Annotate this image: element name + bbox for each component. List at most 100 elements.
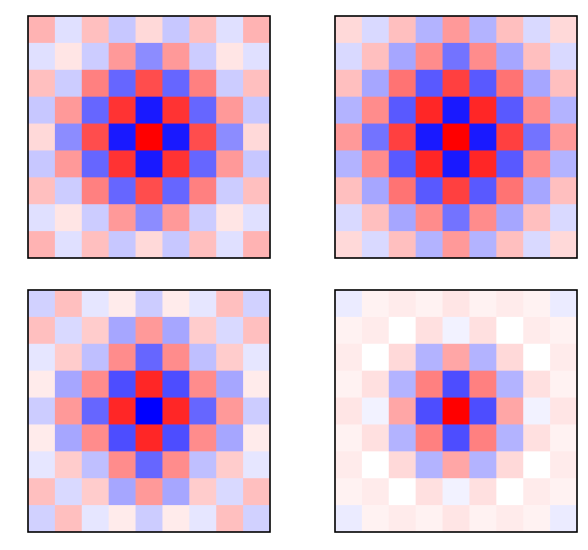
heatmap-cell-r3-c0	[335, 371, 362, 398]
heatmap-cell-r1-c5	[162, 317, 189, 344]
heatmap-cell-r2-c0	[28, 344, 55, 371]
heatmap-cell-r2-c3	[109, 70, 136, 97]
heatmap-cell-r7-c6	[189, 204, 216, 231]
heatmap-cell-r1-c1	[55, 317, 82, 344]
heatmap-cell-r8-c8	[243, 505, 270, 532]
heatmap-cell-r8-c7	[216, 231, 243, 258]
heatmap-cell-r2-c6	[189, 344, 216, 371]
heatmap-cell-r4-c5	[162, 398, 189, 425]
heatmap-cell-r2-c8	[550, 70, 577, 97]
heatmap-cell-r5-c8	[243, 424, 270, 451]
heatmap-cell-r4-c1	[362, 398, 389, 425]
heatmap-cell-r1-c4	[443, 317, 470, 344]
heatmap-cell-r5-c4	[443, 424, 470, 451]
heatmap-cell-r4-c2	[389, 398, 416, 425]
heatmap-cell-r6-c1	[55, 177, 82, 204]
heatmap-cell-r4-c6	[496, 398, 523, 425]
heatmap-cell-r5-c0	[335, 424, 362, 451]
heatmap-cell-r5-c5	[469, 424, 496, 451]
heatmap-cell-r6-c0	[335, 177, 362, 204]
heatmap-cell-r3-c2	[389, 371, 416, 398]
heatmap-cell-r1-c8	[243, 43, 270, 70]
heatmap-cell-r8-c4	[136, 231, 163, 258]
heatmap-cell-r6-c6	[189, 177, 216, 204]
heatmap-cell-r3-c3	[109, 97, 136, 124]
heatmap-cell-r6-c7	[523, 451, 550, 478]
heatmap-cell-r4-c6	[189, 124, 216, 151]
heatmap-cell-r5-c1	[362, 150, 389, 177]
heatmap-cell-r6-c0	[335, 451, 362, 478]
heatmap-cell-r4-c0	[28, 398, 55, 425]
heatmap-cell-r2-c4	[443, 70, 470, 97]
heatmap-cell-r3-c7	[523, 371, 550, 398]
heatmap-cell-r3-c3	[416, 371, 443, 398]
heatmap-cell-r0-c1	[362, 290, 389, 317]
heatmap-cell-r7-c2	[82, 478, 109, 505]
heatmap-cell-r6-c5	[162, 451, 189, 478]
heatmap-cell-r5-c3	[109, 424, 136, 451]
heatmap-cell-r8-c5	[469, 231, 496, 258]
heatmap-cell-r7-c6	[496, 204, 523, 231]
heatmap-cell-r2-c2	[82, 70, 109, 97]
heatmap-cell-r0-c1	[55, 16, 82, 43]
heatmap-cell-r7-c4	[136, 204, 163, 231]
heatmap-cell-r0-c3	[109, 16, 136, 43]
heatmap-cell-r0-c4	[443, 16, 470, 43]
heatmap-cell-r0-c0	[335, 290, 362, 317]
heatmap-cell-r7-c5	[162, 204, 189, 231]
heatmap-cell-r6-c6	[496, 451, 523, 478]
heatmap-cell-r6-c5	[162, 177, 189, 204]
heatmap-cell-r5-c6	[496, 424, 523, 451]
heatmap-cell-r6-c8	[550, 177, 577, 204]
heatmap-cell-r8-c2	[389, 231, 416, 258]
heatmap-cell-r4-c8	[550, 398, 577, 425]
heatmap-cell-r8-c0	[335, 505, 362, 532]
heatmap-cell-r8-c2	[82, 505, 109, 532]
heatmap-cell-r0-c8	[550, 290, 577, 317]
heatmap-cell-r1-c5	[469, 43, 496, 70]
heatmap-cell-r0-c3	[109, 290, 136, 317]
heatmap-cell-r6-c7	[216, 177, 243, 204]
heatmap-cell-r1-c3	[109, 43, 136, 70]
heatmap-cell-r0-c4	[136, 16, 163, 43]
heatmap-cell-r1-c1	[362, 317, 389, 344]
heatmap-cell-r1-c3	[416, 43, 443, 70]
heatmap-cell-r7-c7	[216, 478, 243, 505]
heatmap-cell-r3-c8	[243, 97, 270, 124]
heatmap-cell-r1-c7	[216, 317, 243, 344]
heatmap-cell-r7-c0	[28, 478, 55, 505]
heatmap-cell-r4-c0	[28, 124, 55, 151]
heatmap-cell-r7-c6	[496, 478, 523, 505]
heatmap-cell-r0-c2	[389, 290, 416, 317]
heatmap-cell-r3-c1	[55, 371, 82, 398]
heatmap-cell-r8-c3	[416, 505, 443, 532]
heatmap-cell-r4-c5	[162, 124, 189, 151]
heatmap-cell-r1-c1	[55, 43, 82, 70]
heatmap-cell-r3-c8	[243, 371, 270, 398]
heatmap-cell-r6-c2	[82, 177, 109, 204]
heatmap-cell-r4-c2	[82, 398, 109, 425]
heatmap-cell-r2-c4	[136, 344, 163, 371]
heatmap-cell-r2-c5	[469, 344, 496, 371]
heatmap-cell-r0-c1	[362, 16, 389, 43]
heatmap-cell-r5-c2	[82, 150, 109, 177]
heatmap-cell-r0-c1	[55, 290, 82, 317]
heatmap-cell-r5-c3	[416, 150, 443, 177]
heatmap-cell-r1-c2	[82, 43, 109, 70]
heatmap-cell-r7-c3	[416, 478, 443, 505]
heatmap-svg	[334, 289, 578, 533]
heatmap-cell-r0-c4	[136, 290, 163, 317]
heatmap-cell-r2-c5	[162, 70, 189, 97]
heatmap-cell-r6-c6	[496, 177, 523, 204]
heatmap-cell-r8-c6	[496, 231, 523, 258]
heatmap-cell-r3-c4	[136, 371, 163, 398]
heatmap-cell-r4-c3	[109, 398, 136, 425]
heatmap-cell-r7-c7	[216, 204, 243, 231]
heatmap-cell-r6-c3	[416, 177, 443, 204]
heatmap-cell-r7-c3	[109, 478, 136, 505]
heatmap-cell-r7-c2	[82, 204, 109, 231]
heatmap-cell-r8-c8	[550, 231, 577, 258]
heatmap-cell-r6-c2	[389, 451, 416, 478]
heatmap-cell-r0-c8	[550, 16, 577, 43]
heatmap-cell-r5-c7	[523, 150, 550, 177]
